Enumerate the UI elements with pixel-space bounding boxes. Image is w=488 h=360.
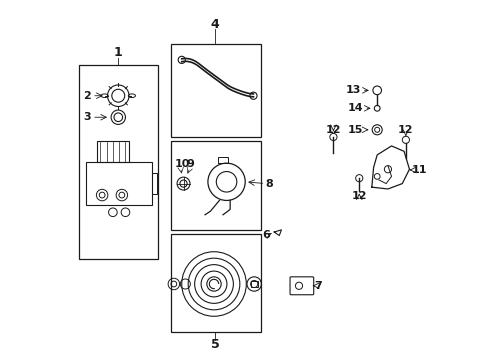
Text: 4: 4 xyxy=(210,18,219,31)
Text: 3: 3 xyxy=(83,112,90,122)
Text: 13: 13 xyxy=(345,85,360,95)
Text: 6: 6 xyxy=(262,230,269,239)
Bar xyxy=(217,157,228,163)
Text: 9: 9 xyxy=(185,159,194,169)
Bar xyxy=(171,234,260,332)
Text: 12: 12 xyxy=(351,191,366,201)
Bar xyxy=(97,140,129,162)
Text: 12: 12 xyxy=(325,125,341,135)
Text: 10: 10 xyxy=(174,159,190,169)
Bar xyxy=(171,140,260,230)
Text: 15: 15 xyxy=(347,125,363,135)
Text: 11: 11 xyxy=(410,165,426,175)
Text: 12: 12 xyxy=(397,125,413,135)
Bar xyxy=(152,173,156,194)
Bar xyxy=(250,281,257,287)
Text: 5: 5 xyxy=(210,338,219,351)
Text: 2: 2 xyxy=(82,91,90,101)
Bar xyxy=(79,65,158,259)
Bar xyxy=(86,162,152,205)
Bar xyxy=(171,44,260,137)
Text: 14: 14 xyxy=(347,103,363,113)
Text: 7: 7 xyxy=(314,281,322,291)
Text: 8: 8 xyxy=(264,179,272,189)
Text: 1: 1 xyxy=(114,46,122,59)
